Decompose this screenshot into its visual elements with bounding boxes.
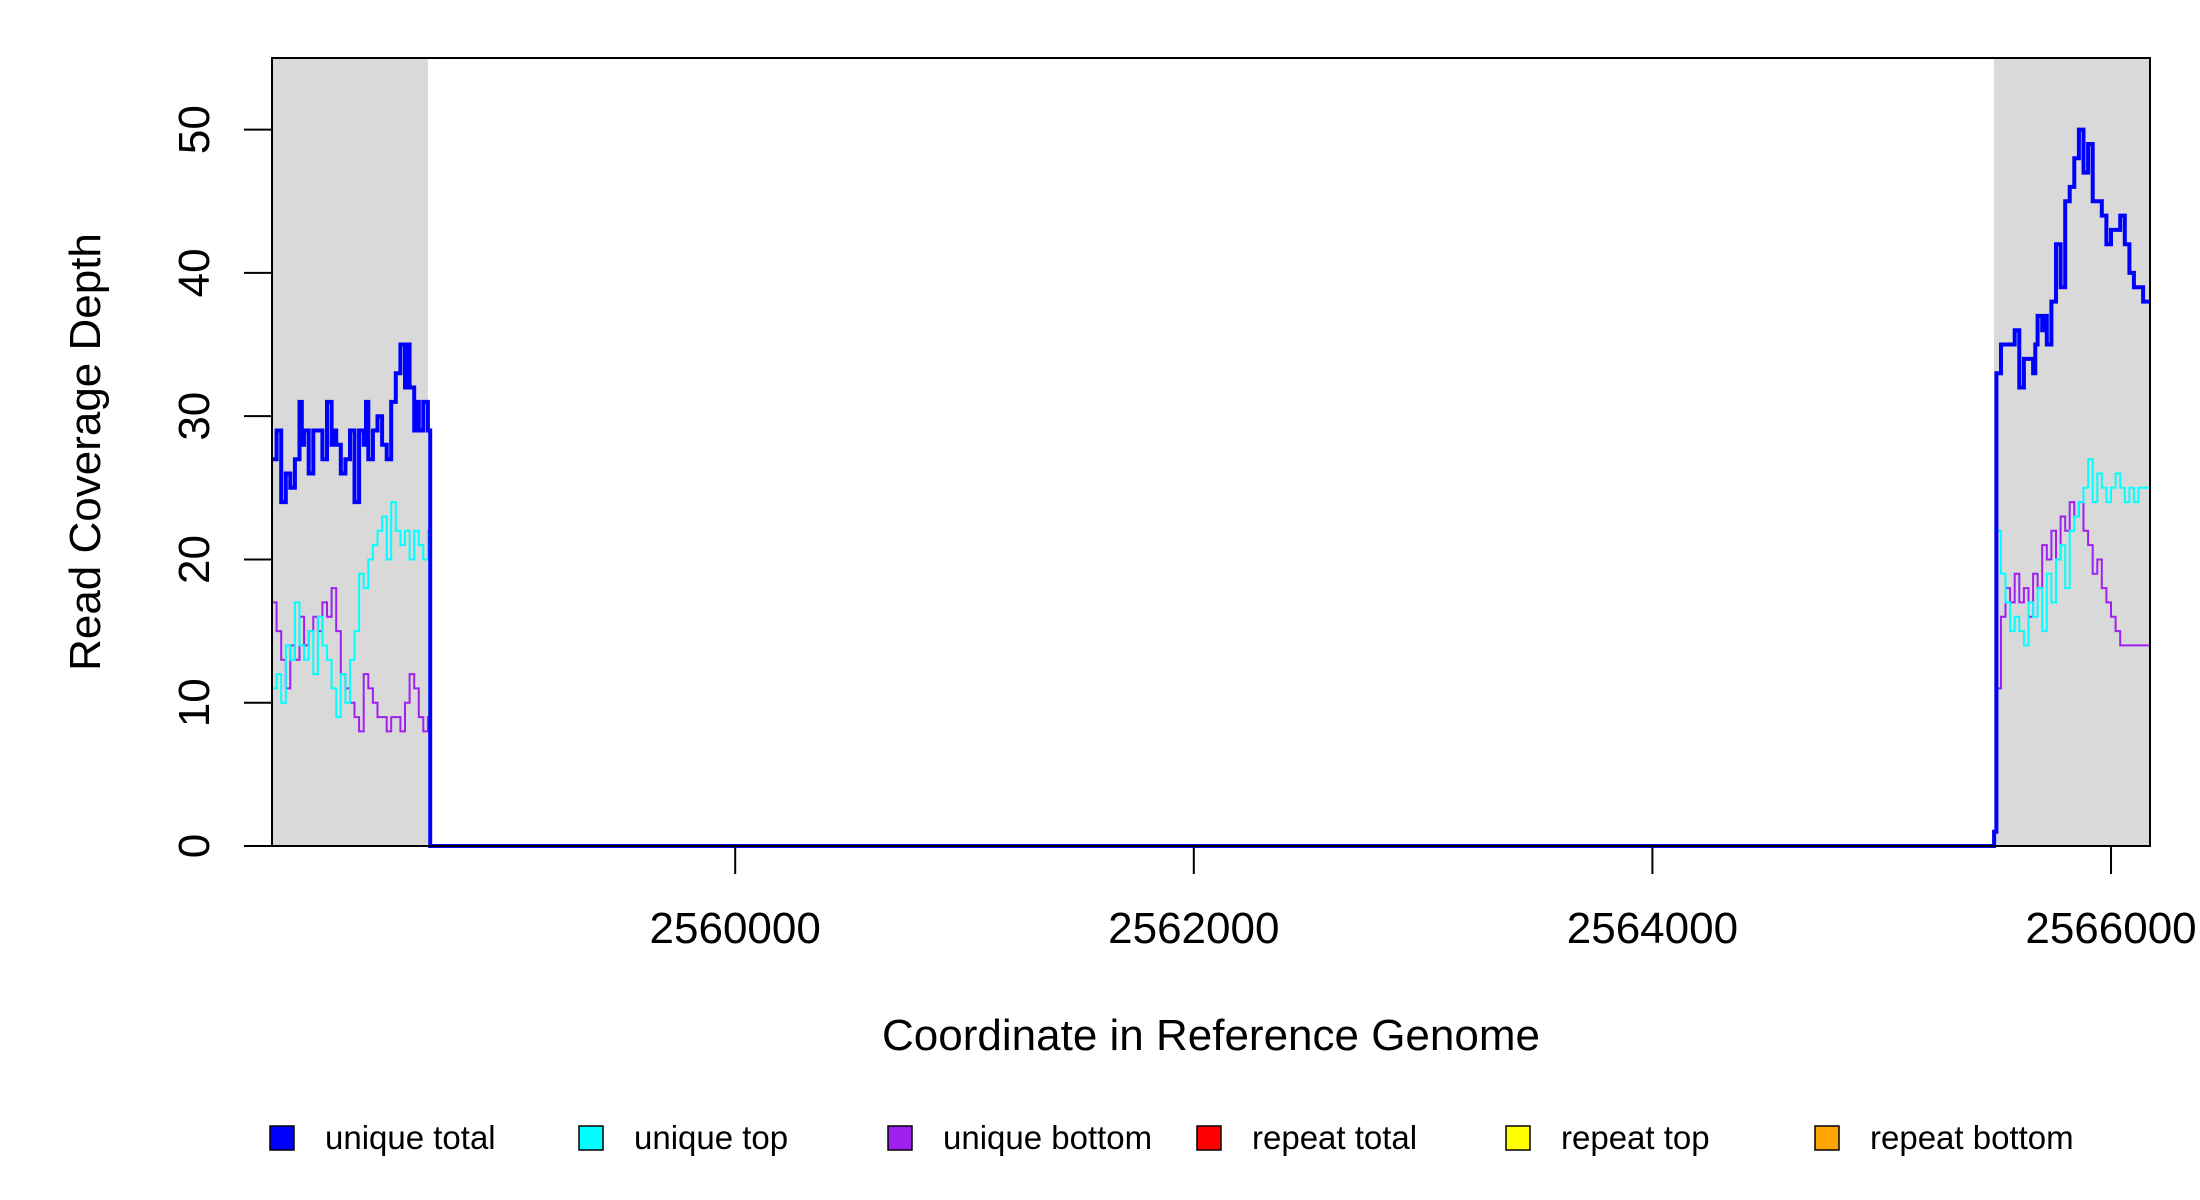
series-unique-bottom [272,501,2150,847]
legend-swatch [1196,1125,1222,1151]
legend-label: repeat bottom [1870,1119,2074,1156]
x-tick-label: 2564000 [1567,904,1738,953]
legend-label: repeat total [1252,1119,1417,1156]
plot-frame [271,57,2151,847]
legend-swatch [1505,1125,1531,1151]
x-tick-label: 2560000 [650,904,821,953]
y-tick-label: 50 [170,105,219,154]
x-axis-title: Coordinate in Reference Genome [882,1011,1540,1060]
series-lines [272,127,2150,848]
legend-swatch [578,1125,604,1151]
legend-label: repeat top [1561,1119,1710,1156]
y-axis-title: Read Coverage Depth [61,233,110,671]
legend-swatch [1814,1125,1840,1151]
x-axis: 2560000 2562000 2564000 2566000 [650,845,2197,953]
shaded-region-1 [1994,58,2150,846]
x-tick-label: 2566000 [2025,904,2196,953]
y-tick-label: 10 [170,678,219,727]
series-unique-total [272,127,2150,848]
shaded-regions [272,58,2150,846]
x-tick-label: 2562000 [1108,904,1279,953]
legend-label: unique top [634,1119,788,1156]
legend-swatch [269,1125,295,1151]
y-axis: 0 10 20 30 40 50 [170,105,273,858]
legend: unique total unique top unique bottom repea… [269,1119,2074,1156]
y-tick-label: 0 [170,834,219,858]
series-unique-top [272,458,2150,847]
legend-label: unique total [325,1119,496,1156]
y-tick-label: 20 [170,535,219,584]
legend-swatch [887,1125,913,1151]
legend-label: unique bottom [943,1119,1152,1156]
y-tick-label: 30 [170,392,219,441]
y-tick-label: 40 [170,248,219,297]
